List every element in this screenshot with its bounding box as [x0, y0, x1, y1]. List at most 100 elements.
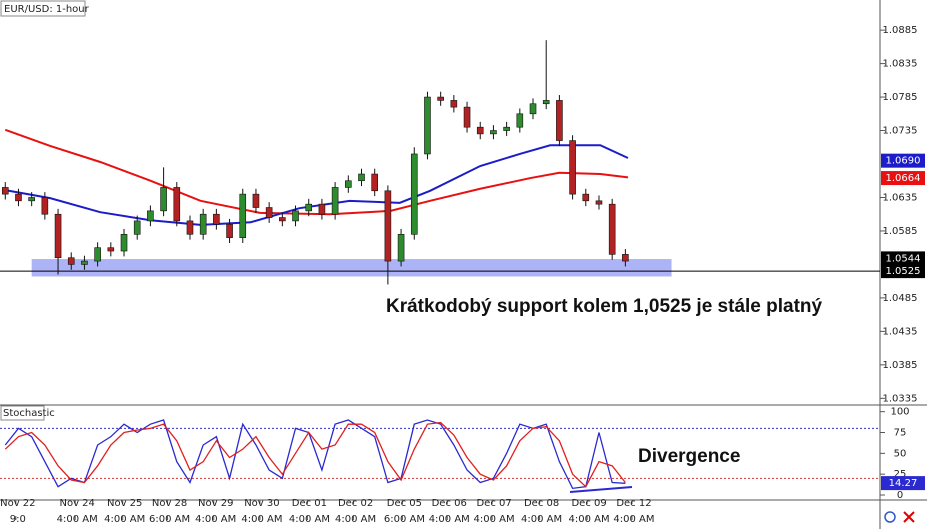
- x-tick-label: Nov 29: [198, 498, 233, 509]
- candle-body: [358, 173, 365, 182]
- y-tick-label: 1.0635: [883, 192, 918, 203]
- x-tick-label: 4:00 AM: [335, 514, 376, 525]
- x-tick-label: Dec 07: [476, 498, 511, 509]
- candle-body: [424, 96, 431, 155]
- x-tick-label: Dec 08: [524, 498, 559, 509]
- price-label: 1.0664: [886, 173, 921, 184]
- candle-body: [529, 103, 537, 115]
- y-tick-label: 1.0585: [883, 226, 918, 237]
- x-tick-label: Dec 12: [616, 498, 651, 509]
- x-tick-label: Nov 28: [152, 498, 187, 509]
- candle-body: [213, 213, 220, 225]
- x-tick-label: 4:00 AM: [429, 514, 470, 525]
- x-tick-label: 4:00 AM: [521, 514, 562, 525]
- indicator-title: Stochastic: [3, 408, 55, 419]
- icon-close[interactable]: [903, 511, 915, 523]
- candle-body: [173, 187, 181, 222]
- y-tick-label: 1.0835: [883, 59, 918, 70]
- candle-body: [384, 190, 392, 262]
- candle-body: [503, 126, 510, 131]
- candle-body: [41, 197, 49, 215]
- stochastic-line: [4, 419, 626, 490]
- toolbar-icons[interactable]: [884, 511, 915, 523]
- x-tick-label: Nov 30: [244, 498, 279, 509]
- y-tick-label: 1.0735: [883, 126, 918, 137]
- candle-body: [94, 247, 101, 262]
- candle-body: [463, 106, 471, 128]
- candle-body: [81, 260, 88, 265]
- candle-body: [397, 233, 405, 262]
- candle-body: [226, 223, 233, 238]
- x-tick-label: Dec 01: [292, 498, 327, 509]
- value-label-box: [881, 476, 925, 491]
- candle-body: [1, 187, 9, 195]
- candle-body: [160, 187, 167, 212]
- candle-body: [305, 203, 313, 212]
- stochastic-line: [4, 421, 626, 488]
- price-label-box: [881, 264, 925, 279]
- candle-body: [279, 217, 286, 222]
- y-tick-label: 25: [894, 469, 907, 480]
- candle-body: [28, 197, 35, 202]
- price-label-box: [881, 171, 925, 186]
- x-tick-label: 4:00 AM: [195, 514, 236, 525]
- x-tick-label: 4:00 AM: [289, 514, 330, 525]
- price-label: 1.0690: [886, 156, 921, 167]
- candle-body: [410, 153, 418, 235]
- x-tick-label: 4:00 AM: [104, 514, 145, 525]
- candle-body: [542, 100, 550, 105]
- candle-body: [199, 213, 207, 235]
- price-label: 1.0525: [886, 266, 921, 277]
- moving-average: [4, 128, 629, 216]
- y-tick-label: 1.0785: [883, 92, 918, 103]
- candle-body: [265, 207, 273, 218]
- x-tick-label: 4:00 AM: [613, 514, 654, 525]
- candle-body: [476, 126, 484, 135]
- y-tick-label: 1.0385: [883, 360, 918, 371]
- candle-body: [450, 100, 458, 108]
- candle-body: [120, 233, 128, 252]
- candle-body: [345, 180, 352, 188]
- x-tick-label: 6:00 AM: [149, 514, 190, 525]
- price-label-box: [881, 153, 925, 168]
- candle-body: [318, 203, 326, 215]
- candle-body: [595, 200, 603, 205]
- candle-body: [239, 193, 247, 238]
- candle-body: [437, 96, 444, 101]
- chart-title: EUR/USD: 1-hour: [4, 4, 90, 15]
- price-label: 1.0544: [886, 253, 921, 264]
- candle-body: [147, 210, 154, 222]
- x-tick-label: Dec 05: [387, 498, 422, 509]
- candle-body: [67, 257, 75, 265]
- candle-body: [622, 254, 629, 262]
- x-tick-label: Dec 06: [432, 498, 467, 509]
- y-tick-label: 1.0485: [883, 293, 918, 304]
- icon-settings[interactable]: [884, 511, 896, 523]
- candle-body: [582, 193, 590, 202]
- divergence-annotation: Divergence: [638, 446, 740, 467]
- candle-body: [292, 210, 299, 222]
- candle-body: [133, 220, 141, 235]
- indicator-box: [0, 405, 45, 421]
- candle-body: [331, 187, 339, 215]
- candle-body: [107, 247, 115, 252]
- y-tick-label: 100: [890, 407, 909, 418]
- x-tick-label: 4:00 AM: [569, 514, 610, 525]
- x-tick-label: 9:0: [10, 514, 26, 525]
- candle-body: [15, 193, 22, 202]
- candle-body: [569, 140, 576, 195]
- price-label-box: [881, 251, 925, 266]
- x-tick-label: Nov 24: [59, 498, 94, 509]
- candle-body: [608, 203, 616, 255]
- y-tick-label: 75: [894, 428, 907, 439]
- moving-average: [5, 144, 629, 226]
- candle-body: [516, 113, 524, 128]
- divergence-line: [569, 486, 633, 493]
- x-tick-label: Nov 25: [107, 498, 142, 509]
- value-label: 14.27: [889, 478, 918, 489]
- x-tick-label: 4:00 AM: [474, 514, 515, 525]
- symbol-box: [0, 0, 86, 17]
- y-tick-label: 50: [894, 448, 907, 459]
- y-tick-label: 1.0885: [883, 25, 918, 36]
